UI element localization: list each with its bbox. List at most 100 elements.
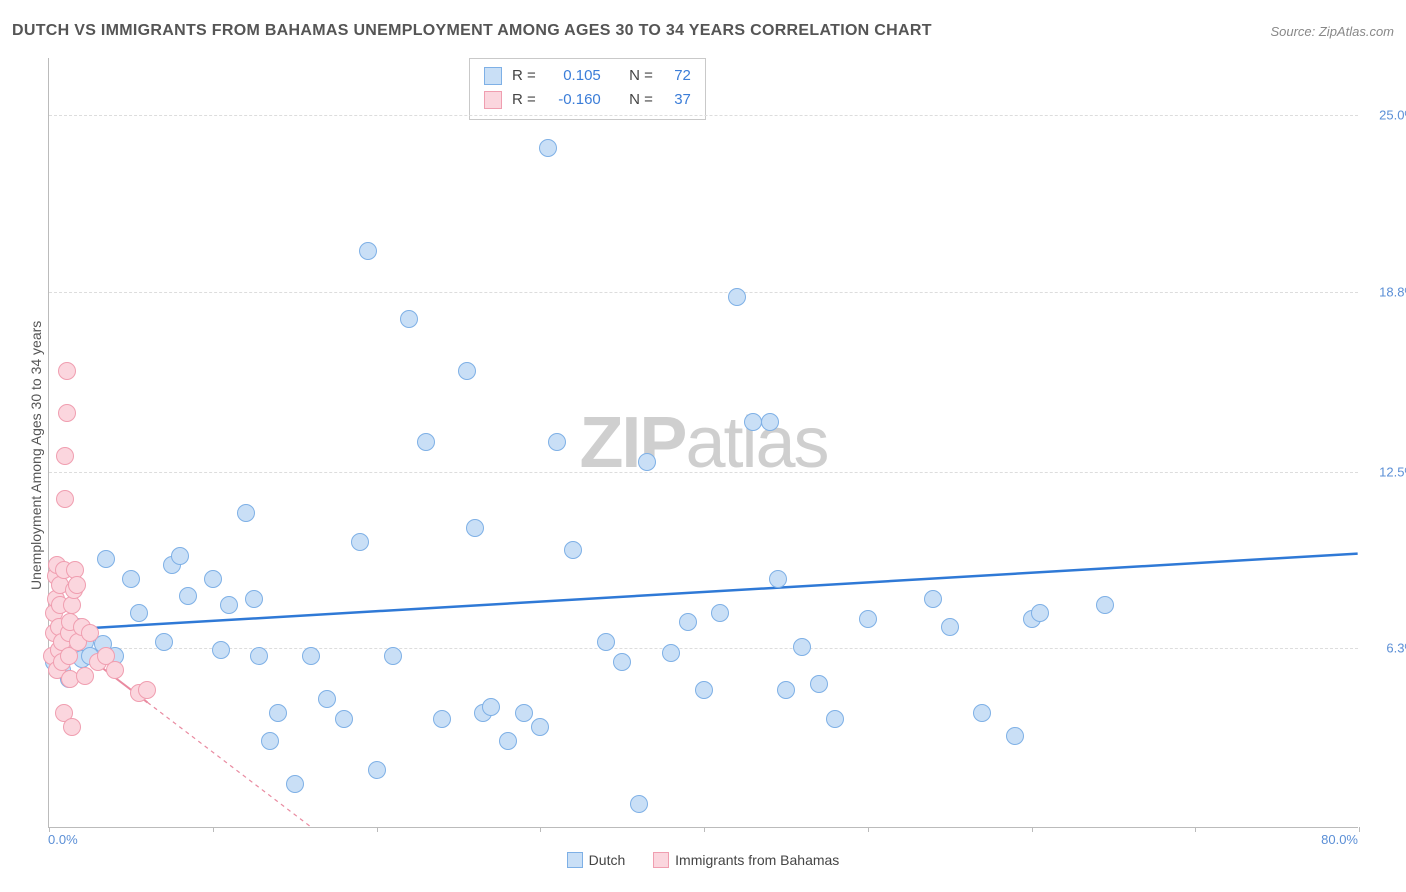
data-point — [155, 633, 173, 651]
legend-swatch-bahamas — [653, 852, 669, 868]
x-tick — [1359, 827, 1360, 832]
data-point — [515, 704, 533, 722]
data-point — [638, 453, 656, 471]
data-point — [261, 732, 279, 750]
gridline — [49, 648, 1358, 649]
n-label: N = — [629, 64, 653, 88]
data-point — [630, 795, 648, 813]
y-tick-label: 18.8% — [1366, 284, 1406, 299]
r-value-bahamas: -0.160 — [546, 88, 601, 112]
data-point — [1031, 604, 1049, 622]
n-label: N = — [629, 88, 653, 112]
data-point — [417, 433, 435, 451]
swatch-bahamas — [484, 91, 502, 109]
data-point — [204, 570, 222, 588]
data-point — [286, 775, 304, 793]
data-point — [810, 675, 828, 693]
data-point — [679, 613, 697, 631]
data-point — [220, 596, 238, 614]
data-point — [433, 710, 451, 728]
data-point — [138, 681, 156, 699]
data-point — [1096, 596, 1114, 614]
data-point — [245, 590, 263, 608]
data-point — [973, 704, 991, 722]
y-tick-label: 12.5% — [1366, 464, 1406, 479]
swatch-dutch — [484, 67, 502, 85]
data-point — [106, 661, 124, 679]
data-point — [924, 590, 942, 608]
data-point — [122, 570, 140, 588]
data-point — [662, 644, 680, 662]
data-point — [171, 547, 189, 565]
data-point — [56, 447, 74, 465]
n-value-bahamas: 37 — [663, 88, 691, 112]
stats-row-bahamas: R = -0.160 N = 37 — [484, 88, 691, 112]
data-point — [384, 647, 402, 665]
data-point — [564, 541, 582, 559]
legend-label-dutch: Dutch — [589, 852, 626, 868]
data-point — [769, 570, 787, 588]
data-point — [744, 413, 762, 431]
gridline — [49, 115, 1358, 116]
data-point — [97, 550, 115, 568]
data-point — [859, 610, 877, 628]
data-point — [793, 638, 811, 656]
data-point — [613, 653, 631, 671]
data-point — [548, 433, 566, 451]
y-axis-label: Unemployment Among Ages 30 to 34 years — [28, 321, 44, 590]
r-label: R = — [512, 64, 536, 88]
y-tick-label: 25.0% — [1366, 108, 1406, 123]
data-point — [458, 362, 476, 380]
data-point — [597, 633, 615, 651]
bottom-legend: Dutch Immigrants from Bahamas — [48, 852, 1358, 871]
data-point — [482, 698, 500, 716]
data-point — [63, 718, 81, 736]
data-point — [531, 718, 549, 736]
x-axis-limits: 0.0% 80.0% — [48, 832, 1358, 847]
data-point — [761, 413, 779, 431]
trend-lines — [49, 58, 1358, 827]
chart-title: DUTCH VS IMMIGRANTS FROM BAHAMAS UNEMPLO… — [12, 22, 932, 40]
gridline — [49, 292, 1358, 293]
data-point — [68, 576, 86, 594]
data-point — [335, 710, 353, 728]
r-label: R = — [512, 88, 536, 112]
stats-row-dutch: R = 0.105 N = 72 — [484, 64, 691, 88]
data-point — [56, 490, 74, 508]
data-point — [466, 519, 484, 537]
data-point — [351, 533, 369, 551]
data-point — [941, 618, 959, 636]
data-point — [711, 604, 729, 622]
y-tick-label: 6.3% — [1366, 641, 1406, 656]
data-point — [269, 704, 287, 722]
data-point — [237, 504, 255, 522]
data-point — [368, 761, 386, 779]
scatter-chart: ZIPatlas R = 0.105 N = 72 R = -0.160 N =… — [48, 58, 1358, 828]
data-point — [130, 604, 148, 622]
x-start-label: 0.0% — [48, 832, 78, 847]
data-point — [179, 587, 197, 605]
data-point — [76, 667, 94, 685]
legend-label-bahamas: Immigrants from Bahamas — [675, 852, 839, 868]
legend-swatch-dutch — [567, 852, 583, 868]
data-point — [58, 404, 76, 422]
n-value-dutch: 72 — [663, 64, 691, 88]
chart-header: DUTCH VS IMMIGRANTS FROM BAHAMAS UNEMPLO… — [12, 22, 1394, 40]
data-point — [826, 710, 844, 728]
watermark-bold: ZIP — [579, 403, 685, 483]
x-end-label: 80.0% — [1321, 832, 1358, 847]
stats-legend: R = 0.105 N = 72 R = -0.160 N = 37 — [469, 58, 706, 120]
gridline — [49, 472, 1358, 473]
data-point — [318, 690, 336, 708]
data-point — [728, 288, 746, 306]
data-point — [539, 139, 557, 157]
data-point — [250, 647, 268, 665]
legend-item-dutch: Dutch — [567, 852, 626, 868]
data-point — [1006, 727, 1024, 745]
chart-source: Source: ZipAtlas.com — [1270, 24, 1394, 39]
r-value-dutch: 0.105 — [546, 64, 601, 88]
data-point — [81, 624, 99, 642]
data-point — [400, 310, 418, 328]
data-point — [58, 362, 76, 380]
data-point — [212, 641, 230, 659]
